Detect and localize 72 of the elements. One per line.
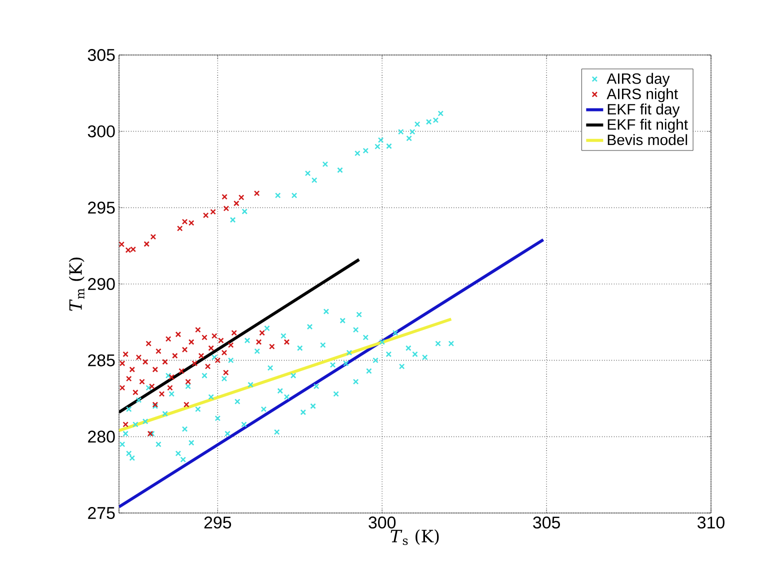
legend-label: AIRS day: [606, 72, 670, 87]
point: [132, 389, 138, 396]
point: [208, 345, 214, 352]
point: [234, 200, 240, 206]
point: [172, 352, 178, 359]
point: [184, 402, 190, 408]
point: [119, 360, 126, 366]
legend-label: EKF fit day: [608, 104, 680, 118]
point: [214, 357, 221, 364]
point: [150, 234, 156, 240]
point: [198, 352, 204, 359]
point: [122, 422, 128, 428]
point: [182, 346, 188, 353]
legend-label: AIRS night: [606, 88, 678, 102]
point: [192, 360, 198, 366]
point: [223, 206, 230, 212]
point: [165, 336, 172, 342]
y-tick-label: 305: [88, 49, 115, 61]
y-tick-label: 275: [88, 507, 115, 519]
point: [119, 384, 126, 391]
point: [202, 212, 209, 218]
point: [122, 351, 128, 358]
point: [256, 339, 262, 345]
point: [176, 226, 183, 232]
x-tick-label: 310: [698, 516, 724, 529]
y-tick-label: 295: [88, 202, 115, 214]
point: [218, 338, 224, 344]
point: [156, 348, 162, 354]
point: [185, 378, 191, 385]
y-tick-label: 280: [88, 430, 115, 443]
point: [211, 333, 218, 339]
point: [175, 331, 182, 338]
point: [259, 330, 265, 336]
legend-label: EKF fit night: [608, 118, 688, 133]
point: [146, 340, 152, 346]
point: [222, 370, 229, 376]
point: [139, 378, 145, 385]
point: [228, 342, 234, 348]
point: [126, 376, 132, 382]
point: [188, 339, 194, 345]
point: [202, 334, 208, 340]
point: [148, 383, 155, 390]
point: [221, 350, 228, 356]
point: [136, 354, 142, 360]
point: [178, 368, 184, 374]
point: [204, 364, 211, 370]
y-tick-label: 290: [88, 278, 115, 290]
point: [129, 366, 136, 372]
y-tick-label: 300: [88, 125, 115, 138]
y-axis-title: T$_{m}$ (K): [68, 258, 84, 311]
point: [238, 194, 244, 200]
point: [210, 208, 216, 215]
point: [162, 358, 168, 365]
point: [167, 384, 173, 391]
point: [158, 391, 165, 397]
point: [231, 330, 238, 336]
x-tick-label: 300: [368, 516, 396, 529]
point: [269, 344, 275, 350]
point: [118, 241, 125, 248]
point: [254, 190, 260, 196]
point: [284, 339, 290, 345]
legend-label: Bevis model: [608, 134, 688, 146]
point: [142, 358, 148, 365]
point: [152, 366, 158, 372]
point: [222, 194, 228, 200]
point: [168, 374, 175, 380]
point: [144, 241, 150, 247]
x-axis-title: T$_{s}$ (K): [390, 529, 439, 545]
x-tick-label: 295: [204, 516, 232, 529]
point: [195, 326, 201, 333]
x-tick-label: 305: [533, 516, 560, 529]
y-tick-label: 285: [88, 354, 115, 366]
